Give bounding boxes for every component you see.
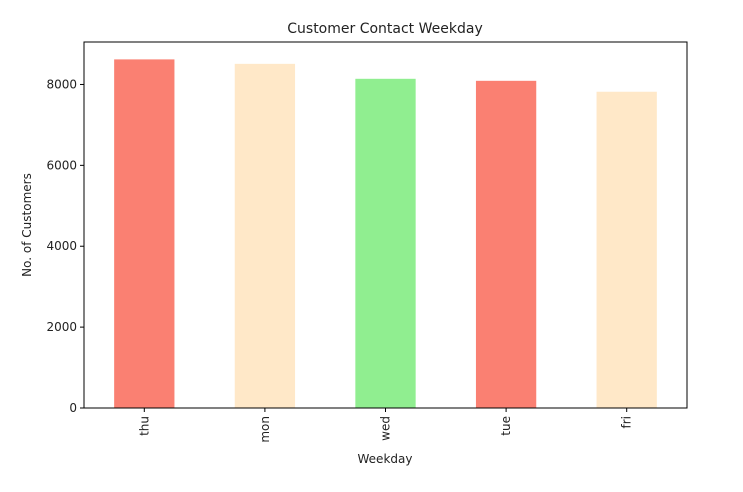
y-tick-label-4000: 4000: [46, 239, 77, 253]
x-tick-label-wed: wed: [379, 416, 393, 441]
x-tick-label-fri: fri: [620, 416, 634, 429]
bar-thu: [114, 59, 175, 409]
y-axis: 0 2000 4000 6000 8000: [46, 77, 84, 415]
y-tick-label-0: 0: [69, 401, 77, 415]
bar-mon: [234, 63, 296, 408]
y-tick-label-2000: 2000: [46, 320, 77, 334]
chart-title: Customer Contact Weekday: [287, 21, 482, 37]
y-axis-label: No. of Customers: [20, 173, 34, 277]
bars-group: [114, 59, 657, 409]
x-tick-label-mon: mon: [258, 416, 272, 443]
bar-fri: [596, 91, 657, 408]
bar-wed: [355, 78, 416, 408]
x-axis-label: Weekday: [358, 452, 413, 466]
y-tick-label-8000: 8000: [46, 77, 77, 91]
bar-tue: [475, 80, 537, 408]
x-tick-label-thu: thu: [137, 416, 151, 436]
x-axis: thu mon wed tue fri: [137, 408, 634, 443]
x-tick-label-tue: tue: [499, 416, 513, 436]
y-tick-label-6000: 6000: [46, 158, 77, 172]
